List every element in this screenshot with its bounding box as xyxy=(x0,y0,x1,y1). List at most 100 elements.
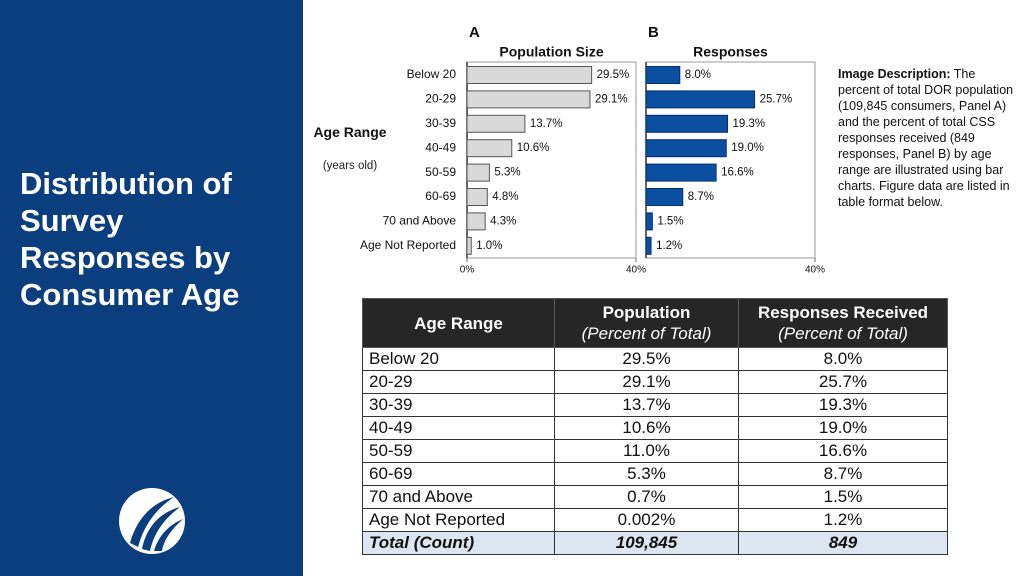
table-cell: 29.1% xyxy=(554,370,739,394)
table-cell: Below 20 xyxy=(362,347,555,371)
table-cell: 0.7% xyxy=(554,485,739,509)
table-cell: 20-29 xyxy=(362,370,555,394)
panel-letter: A xyxy=(469,24,480,41)
value-label: 16.6% xyxy=(721,167,754,179)
data-table: Age Range Population (Percent of Total) Res… xyxy=(362,298,948,555)
total-cell: 849 xyxy=(738,531,948,555)
table-cell: 30-39 xyxy=(362,393,555,417)
bar xyxy=(466,163,490,182)
table-row: 50-59 11.0% 16.6% xyxy=(362,439,948,463)
table-row: 40-49 10.6% 19.0% xyxy=(362,416,948,440)
image-description: Image Description: The percent of total … xyxy=(838,66,1014,210)
table-row: 70 and Above 0.7% 1.5% xyxy=(362,485,948,509)
header-subtitle: (Percent of Total) xyxy=(778,324,908,343)
table-cell: 60-69 xyxy=(362,462,555,486)
description-label: Image Description: xyxy=(838,67,951,81)
panel-letter: B xyxy=(648,24,659,41)
table-cell: 0.002% xyxy=(554,508,739,532)
table-cell: 8.7% xyxy=(738,462,948,486)
table-cell: 11.0% xyxy=(554,439,739,463)
value-label: 10.6% xyxy=(517,142,550,154)
logo-stripe xyxy=(154,519,183,551)
value-label: 29.5% xyxy=(597,69,630,81)
table-cell: 13.7% xyxy=(554,393,739,417)
bar xyxy=(645,188,684,206)
category-label: 70 and Above xyxy=(383,214,457,228)
table-cell: 1.5% xyxy=(738,485,948,509)
table-cell: 25.7% xyxy=(738,370,948,394)
logo xyxy=(119,488,185,554)
logo-stripe xyxy=(130,497,174,547)
logo-stripe xyxy=(142,507,180,551)
table-cell: 8.0% xyxy=(738,347,948,371)
category-label: 50-59 xyxy=(425,165,456,179)
bar xyxy=(645,212,653,231)
bar xyxy=(466,114,526,133)
chart-title: Responses xyxy=(693,44,768,60)
table-cell: 19.0% xyxy=(738,416,948,440)
bar xyxy=(466,139,513,158)
bar xyxy=(645,114,729,133)
value-label: 1.0% xyxy=(476,240,502,252)
x-tick-label: 40% xyxy=(626,265,646,276)
bar xyxy=(645,236,652,255)
table-row: 20-29 29.1% 25.7% xyxy=(362,370,948,394)
category-label: 60-69 xyxy=(425,189,456,203)
table-cell: 50-59 xyxy=(362,439,555,463)
value-label: 29.1% xyxy=(595,93,628,105)
description-text: The percent of total DOR population (109… xyxy=(838,67,1014,209)
value-label: 25.7% xyxy=(760,93,793,105)
logo-circle xyxy=(119,488,185,554)
table-cell: 70 and Above xyxy=(362,485,555,509)
category-label: Age Not Reported xyxy=(360,238,456,252)
value-label: 19.3% xyxy=(733,118,766,130)
category-label: 40-49 xyxy=(425,140,456,154)
value-label: 5.3% xyxy=(494,167,520,179)
value-label: 8.0% xyxy=(685,69,711,81)
header-title: Population xyxy=(602,303,691,322)
value-label: 4.3% xyxy=(490,215,516,227)
bar xyxy=(645,90,756,109)
table-cell: 10.6% xyxy=(554,416,739,440)
total-cell: Total (Count) xyxy=(362,531,555,555)
category-label: 20-29 xyxy=(425,92,456,106)
table-cell: 1.2% xyxy=(738,508,948,532)
header-cell: Population (Percent of Total) xyxy=(554,298,739,348)
table-cell: 29.5% xyxy=(554,347,739,371)
total-row: Total (Count) 109,845 849 xyxy=(362,531,948,555)
header-cell: Age Range xyxy=(362,298,555,348)
table-row: 60-69 5.3% 8.7% xyxy=(362,462,948,486)
x-tick-label: 0% xyxy=(460,265,475,276)
bar xyxy=(466,188,488,206)
table-cell: 19.3% xyxy=(738,393,948,417)
bar xyxy=(466,66,593,84)
table-cell: 40-49 xyxy=(362,416,555,440)
table-row: 30-39 13.7% 19.3% xyxy=(362,393,948,417)
table-cell: 16.6% xyxy=(738,439,948,463)
chart-title: Population Size xyxy=(499,44,603,60)
header-row: Age Range Population (Percent of Total) Res… xyxy=(362,298,948,348)
bar-charts: A Population Size 0% 40% Below 20 29.5% 20-29 2… xyxy=(360,24,825,276)
side-panel: Distribution of Survey Responses by Cons… xyxy=(0,0,303,576)
category-label: 30-39 xyxy=(425,116,456,130)
header-cell: Responses Received (Percent of Total) xyxy=(738,298,948,348)
total-cell: 109,845 xyxy=(554,531,739,555)
value-label: 1.2% xyxy=(656,240,682,252)
value-label: 4.8% xyxy=(492,191,518,203)
value-label: 19.0% xyxy=(731,142,764,154)
value-label: 8.7% xyxy=(688,191,714,203)
slide-title: Distribution of Survey Responses by Cons… xyxy=(20,166,240,312)
table-row: Age Not Reported 0.002% 1.2% xyxy=(362,508,948,532)
table-row: Below 20 29.5% 8.0% xyxy=(362,347,948,371)
category-label: Below 20 xyxy=(407,67,457,81)
bar xyxy=(645,163,717,182)
bar xyxy=(466,90,591,109)
table-cell: 5.3% xyxy=(554,462,739,486)
value-label: 1.5% xyxy=(657,215,683,227)
value-label: 13.7% xyxy=(530,118,563,130)
table-cell: Age Not Reported xyxy=(362,508,555,532)
y-axis-label: Age Range xyxy=(313,124,387,140)
x-tick-label: 40% xyxy=(805,265,825,276)
y-axis-note: (years old) xyxy=(322,160,378,172)
